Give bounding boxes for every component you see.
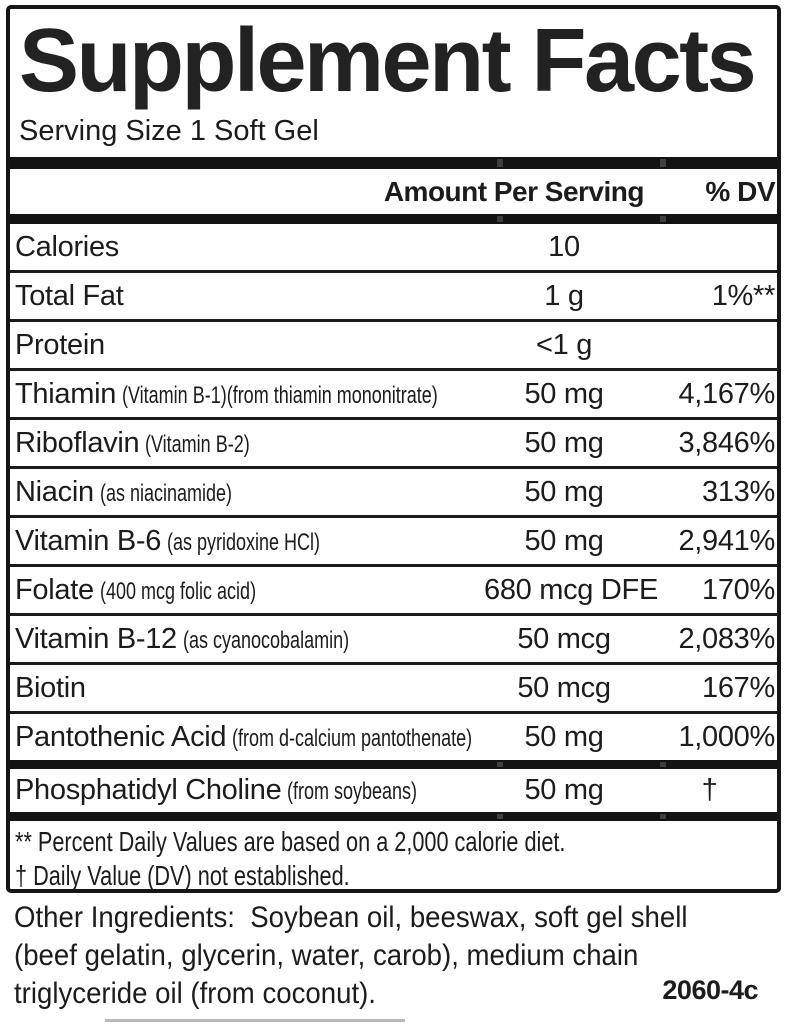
- nutrient-dv: 167%: [702, 671, 775, 704]
- nutrient-name: Pantothenic Acid: [15, 720, 227, 753]
- table-row-niacin: Niacin (as niacinamide) 50 mg 313%: [10, 469, 777, 518]
- nutrient-dv: 2,083%: [678, 622, 775, 655]
- nutrient-name: Phosphatidyl Choline: [15, 774, 282, 806]
- nutrient-name: Niacin: [15, 475, 94, 508]
- nutrient-name: Folate: [15, 573, 94, 606]
- column-header-row: Amount Per Serving % DV: [10, 169, 777, 214]
- nutrient-dv: 313%: [702, 475, 775, 508]
- nutrient-detail: (as pyridoxine HCl): [167, 528, 321, 556]
- nutrient-amount: 50 mg: [524, 720, 604, 753]
- nutrient-detail: (as cyanocobalamin): [182, 626, 349, 654]
- nutrient-dv-dagger: †: [701, 774, 718, 806]
- nutrient-dv: 4,167%: [678, 377, 775, 410]
- nutrient-amount: 50 mcg: [517, 671, 611, 704]
- nutrient-name: Thiamin: [15, 377, 117, 410]
- nutrient-dv: 170%: [702, 573, 775, 606]
- nutrient-amount: 680 mcg DFE: [484, 573, 658, 606]
- nutrient-amount: <1 g: [535, 328, 593, 361]
- nutrient-detail: (Vitamin B-2): [145, 430, 251, 458]
- thick-divider-top: [10, 157, 777, 169]
- footnote-percent-dv: ** Percent Daily Values are based on a 2…: [15, 826, 566, 857]
- other-ingredients-line: (beef gelatin, glycerin, water, carob), …: [14, 939, 639, 972]
- thick-divider-mid: [10, 760, 777, 769]
- nutrient-amount: 50 mg: [524, 524, 604, 557]
- nutrient-amount: 10: [548, 230, 580, 263]
- thick-divider-bottom: [10, 812, 777, 821]
- serving-size: Serving Size 1 Soft Gel: [19, 115, 319, 147]
- table-row-vitamin-b6: Vitamin B-6 (as pyridoxine HCl) 50 mg 2,9…: [10, 518, 777, 567]
- amount-per-serving-header: Amount Per Serving: [383, 175, 645, 207]
- table-row-pantothenic-acid: Pantothenic Acid (from d-calcium pantothe…: [10, 714, 777, 760]
- table-row-vitamin-b12: Vitamin B-12 (as cyanocobalamin) 50 mcg 2…: [10, 616, 777, 665]
- product-code: 2060-4c: [662, 975, 758, 1005]
- table-row-phosphatidyl-choline: Phosphatidyl Choline (from soybeans) 50 m…: [10, 769, 777, 812]
- nutrient-name: Biotin: [15, 671, 86, 704]
- nutrient-name: Vitamin B-6: [15, 524, 162, 557]
- supplement-facts-label: Supplement Facts Serving Size 1 Soft Gel…: [6, 5, 781, 893]
- nutrient-name: Calories: [15, 230, 119, 263]
- table-row-folate: Folate (400 mcg folic acid) 680 mcg DFE 1…: [10, 567, 777, 616]
- nutrient-dv: 3,846%: [678, 426, 775, 459]
- nutrient-detail: (400 mcg folic acid): [99, 577, 256, 605]
- nutrient-amount: 50 mg: [524, 475, 604, 508]
- nutrient-name: Protein: [15, 328, 105, 361]
- footnote-section: ** Percent Daily Values are based on a 2…: [10, 821, 777, 891]
- nutrient-dv: 1%**: [711, 279, 776, 312]
- table-row-protein: Protein <1 g: [10, 322, 777, 371]
- nutrient-name: Vitamin B-12: [15, 622, 177, 655]
- table-row-riboflavin: Riboflavin (Vitamin B-2) 50 mg 3,846%: [10, 420, 777, 469]
- other-ingredients: Other Ingredients: Soybean oil, beeswax,…: [14, 899, 784, 1013]
- cropped-border-artifact: [105, 1019, 405, 1022]
- nutrient-dv: 2,941%: [678, 524, 775, 557]
- nutrient-amount: 50 mg: [524, 426, 604, 459]
- label-title: Supplement Facts: [19, 11, 757, 111]
- percent-dv-header: % DV: [705, 175, 775, 207]
- table-row-biotin: Biotin 50 mcg 167%: [10, 665, 777, 714]
- nutrient-amount: 50 mg: [524, 377, 604, 410]
- nutrient-dv: 1,000%: [678, 720, 775, 753]
- nutrient-amount: 50 mg: [524, 774, 604, 806]
- footnote-dv-not-established: † Daily Value (DV) not established.: [15, 860, 350, 891]
- nutrient-name: Riboflavin: [15, 426, 140, 459]
- nutrient-detail: (from soybeans): [287, 778, 418, 805]
- nutrient-detail: (from d-calcium pantothenate): [232, 724, 473, 752]
- nutrient-name: Total Fat: [15, 279, 124, 312]
- other-ingredients-line: Other Ingredients: Soybean oil, beeswax,…: [14, 901, 688, 934]
- table-row-total-fat: Total Fat 1 g 1%**: [10, 273, 777, 322]
- table-row-thiamin: Thiamin (Vitamin B-1)(from thiamin mononi…: [10, 371, 777, 420]
- nutrient-amount: 1 g: [544, 279, 584, 312]
- nutrient-table: Calories 10 Total Fat 1 g 1%** Protein <…: [10, 224, 777, 760]
- nutrient-amount: 50 mcg: [517, 622, 611, 655]
- nutrient-detail: (Vitamin B-1)(from thiamin mononitrate): [122, 381, 438, 409]
- table-row-calories: Calories 10: [10, 224, 777, 273]
- nutrient-detail: (as niacinamide): [99, 479, 232, 507]
- other-ingredients-line: triglyceride oil (from coconut).: [14, 977, 376, 1010]
- header-divider: [10, 214, 777, 224]
